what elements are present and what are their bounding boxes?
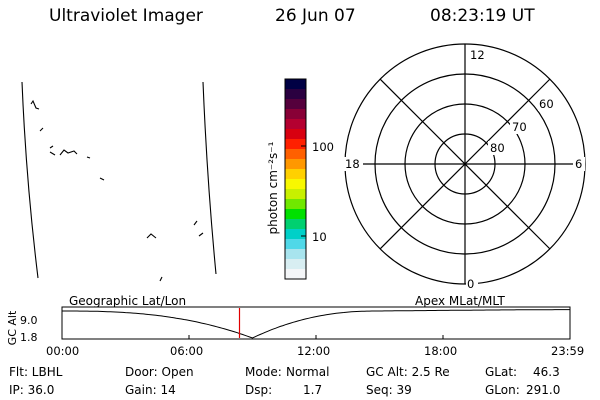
timeline-right-title: Apex MLat/MLT: [415, 294, 505, 308]
timeline-frame: [61, 306, 571, 340]
colorbar-cell: [285, 99, 306, 110]
colorbar-cell: [285, 199, 306, 210]
info-glat-key: GLat:: [485, 365, 518, 379]
colorbar-cell: [285, 179, 306, 190]
date-label: 26 Jun 07: [275, 6, 356, 26]
colorbar-cell: [285, 169, 306, 180]
timeline-xtick-label: 12:00: [297, 344, 331, 358]
label-bg: [510, 120, 528, 134]
map-boundary-right: [202, 81, 217, 275]
info-dsp-val: 1.7: [303, 383, 323, 397]
mlat-label-60: 60: [539, 97, 554, 111]
colorbar-cell: [285, 189, 306, 200]
label-bg: [573, 157, 585, 171]
info-dsp-key: Dsp:: [245, 383, 273, 397]
timeline-xtick-label: 00:00: [46, 344, 80, 358]
info-glon-val: 291.0: [526, 383, 561, 397]
info-gain: Gain: 14: [125, 383, 176, 397]
coastline-trace: [159, 276, 163, 282]
info-seq: Seq: 39: [366, 383, 412, 397]
colorbar-tick-label: 10: [312, 230, 327, 244]
instrument-title: Ultraviolet Imager: [49, 6, 203, 26]
polar-diagonal: [379, 78, 551, 250]
coastline-trace: [49, 145, 54, 149]
label-bg: [466, 277, 478, 291]
colorbar-cell: [285, 219, 306, 230]
timeline-left-title: Geographic Lat/Lon: [69, 294, 187, 308]
mlat-label-70: 70: [512, 120, 527, 134]
coastline-trace: [39, 127, 44, 132]
colorbar-cell: [285, 249, 306, 260]
colorbar-tick-label: 100: [312, 140, 334, 154]
coastline-trace: [198, 232, 204, 237]
colorbar-cell: [285, 119, 306, 130]
altitude-curve: [62, 309, 570, 339]
map-boundary-left: [21, 81, 39, 279]
label-bg: [343, 157, 363, 171]
coastline-trace: [193, 220, 198, 226]
colorbar-cell: [285, 139, 306, 150]
timeline-ymax: 9.0: [20, 314, 38, 327]
info-glat-val: 46.3: [533, 365, 560, 379]
coastline-trace: [59, 149, 78, 156]
coastline-trace: [49, 151, 56, 156]
colorbar-cell: [285, 229, 306, 240]
colorbar-cell: [285, 109, 306, 120]
info-mode-key: Mode:: [245, 365, 282, 379]
colorbar-cell: [285, 159, 306, 170]
coastline-trace: [146, 233, 157, 239]
info-glon-key: GLon:: [485, 383, 520, 397]
mlt-label-6: 6: [575, 157, 583, 171]
time-label: 08:23:19 UT: [430, 6, 535, 26]
colorbar-cell: [285, 89, 306, 100]
colorbar-cell: [285, 269, 306, 280]
coastline-trace: [30, 99, 40, 110]
coastline-trace: [99, 177, 105, 181]
label-bg: [538, 97, 556, 111]
mlat-label-80: 80: [490, 141, 505, 155]
colorbar-cell: [285, 79, 306, 90]
colorbar-cell: [285, 129, 306, 140]
timeline-ymin: 1.8: [20, 331, 38, 344]
info-mode-val: Normal: [286, 365, 330, 379]
info-ip: IP: 36.0: [9, 383, 55, 397]
colorbar-cell: [285, 259, 306, 270]
colorbar-frame: [284, 78, 307, 280]
colorbar-cell: [285, 149, 306, 160]
timeline-xtick-label: 06:00: [170, 344, 204, 358]
coastline-trace: [86, 156, 91, 159]
info-gcalt: GC Alt: 2.5 Re: [366, 365, 450, 379]
mlt-label-12: 12: [470, 48, 485, 62]
mlt-label-18: 18: [345, 157, 360, 171]
info-door: Door: Open: [125, 365, 194, 379]
info-flt: Flt: LBHL: [9, 365, 63, 379]
colorbar-cell: [285, 209, 306, 220]
colorbar-cell: [285, 239, 306, 250]
timeline-xtick-label: 23:59: [551, 344, 585, 358]
mlt-label-0: 0: [467, 277, 475, 291]
label-bg: [469, 48, 487, 62]
label-bg: [488, 141, 506, 155]
timeline-xtick-label: 18:00: [424, 344, 458, 358]
